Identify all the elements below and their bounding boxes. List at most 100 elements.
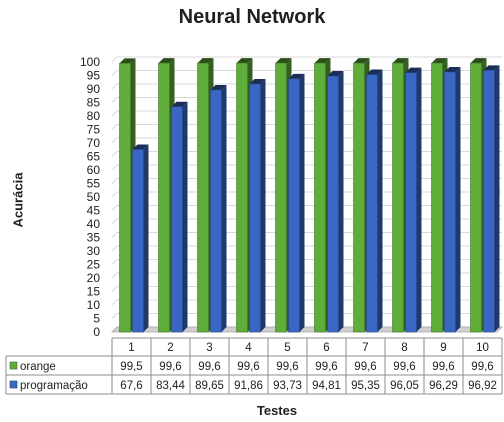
bar-top [405, 67, 422, 73]
legend-swatch [9, 380, 18, 389]
gridline-diagonal [111, 205, 118, 211]
data-label: 93,73 [273, 380, 302, 392]
bar-top [431, 58, 448, 64]
bar-orange-7 [353, 62, 365, 333]
gridline-diagonal [111, 164, 118, 171]
data-label: 99,6 [159, 361, 181, 373]
x-tick-label: 2 [167, 342, 173, 354]
bar-top [444, 67, 461, 73]
data-label: 99,6 [471, 361, 493, 373]
bar-orange-8 [392, 62, 404, 333]
gridline-diagonal [111, 97, 118, 103]
bar-side [299, 73, 305, 332]
x-axis-label: Testes [256, 403, 298, 418]
bar-top [275, 58, 292, 64]
gridline-diagonal [111, 259, 118, 265]
x-tick-label: 4 [245, 342, 252, 354]
data-label: 95,35 [351, 380, 380, 392]
legend-label: programação [20, 380, 88, 392]
bar-orange-9 [431, 62, 443, 333]
y-tick-label: 40 [87, 217, 101, 231]
bar-side [416, 67, 422, 332]
gridline-diagonal [111, 110, 118, 117]
y-tick-label: 50 [87, 190, 101, 204]
y-tick-label: 30 [87, 244, 101, 258]
y-tick-label: 5 [93, 312, 100, 326]
y-tick-label: 25 [87, 258, 101, 272]
y-tick-label: 90 [87, 82, 101, 96]
x-tick-label: 10 [476, 342, 489, 354]
y-tick-label: 60 [87, 163, 101, 177]
gridline-diagonal [111, 299, 118, 306]
bar-orange-6 [314, 62, 326, 333]
gridline-diagonal [111, 151, 118, 157]
bar-side [182, 101, 188, 332]
bar-side [377, 69, 383, 333]
bar-top [288, 73, 305, 79]
bar-programação-4 [249, 83, 261, 333]
data-label: 99,6 [315, 361, 337, 373]
bar-side [260, 78, 266, 332]
bar-orange-4 [236, 62, 248, 333]
gridline-diagonal [111, 286, 118, 292]
data-label: 99,6 [354, 361, 376, 373]
bar-top [119, 58, 136, 64]
data-label: 96,05 [390, 380, 419, 392]
bar-top [210, 84, 227, 90]
gridline-diagonal [111, 272, 118, 279]
x-tick-label: 5 [284, 342, 290, 354]
bar-side [455, 67, 461, 332]
bar-side [221, 84, 227, 332]
bar-top [236, 58, 253, 64]
x-tick-label: 3 [206, 342, 212, 354]
y-tick-label: 0 [93, 325, 100, 339]
data-label: 99,6 [393, 361, 415, 373]
y-tick-label: 70 [87, 136, 101, 150]
x-tick-label: 9 [440, 342, 446, 354]
bar-programação-9 [444, 71, 456, 333]
y-tick-label: 10 [87, 298, 101, 312]
x-tick-label: 7 [362, 342, 368, 354]
gridline-diagonal [111, 191, 118, 198]
bar-top [171, 101, 188, 107]
bar-orange-5 [275, 62, 287, 333]
gridline-diagonal [111, 178, 118, 184]
bar-orange-10 [470, 62, 482, 333]
gridline-diagonal [111, 232, 118, 238]
bar-programação-8 [405, 72, 417, 333]
y-tick-label: 55 [87, 177, 101, 191]
y-tick-label: 85 [87, 96, 101, 110]
bar-programação-1 [132, 149, 144, 333]
x-tick-label: 8 [401, 342, 407, 354]
y-tick-label: 20 [87, 271, 101, 285]
bar-top [197, 58, 214, 64]
gridline-diagonal [111, 124, 118, 130]
bar-side [143, 144, 149, 332]
bar-programação-7 [366, 74, 378, 333]
legend-swatch [9, 361, 18, 370]
gridline-diagonal [111, 83, 118, 90]
legend-label: orange [20, 361, 56, 373]
data-label: 96,92 [468, 380, 497, 392]
data-label: 99,6 [198, 361, 220, 373]
data-label: 91,86 [234, 380, 263, 392]
bar-top [366, 69, 383, 75]
bar-top [327, 71, 344, 77]
bar-programação-10 [483, 70, 495, 333]
gridline-diagonal [111, 245, 118, 252]
y-tick-label: 35 [87, 231, 101, 245]
gridline-diagonal [111, 70, 118, 76]
data-label: 99,6 [432, 361, 454, 373]
bar-programação-6 [327, 75, 339, 333]
y-tick-label: 100 [80, 55, 100, 69]
gridline-diagonal [111, 137, 118, 144]
bar-top [249, 78, 266, 84]
data-label: 99,6 [276, 361, 298, 373]
y-tick-label: 45 [87, 204, 101, 218]
bar-programação-3 [210, 89, 222, 333]
data-label: 89,65 [195, 380, 224, 392]
y-tick-label: 65 [87, 150, 101, 164]
bar-orange-3 [197, 62, 209, 333]
data-label: 96,29 [429, 380, 458, 392]
